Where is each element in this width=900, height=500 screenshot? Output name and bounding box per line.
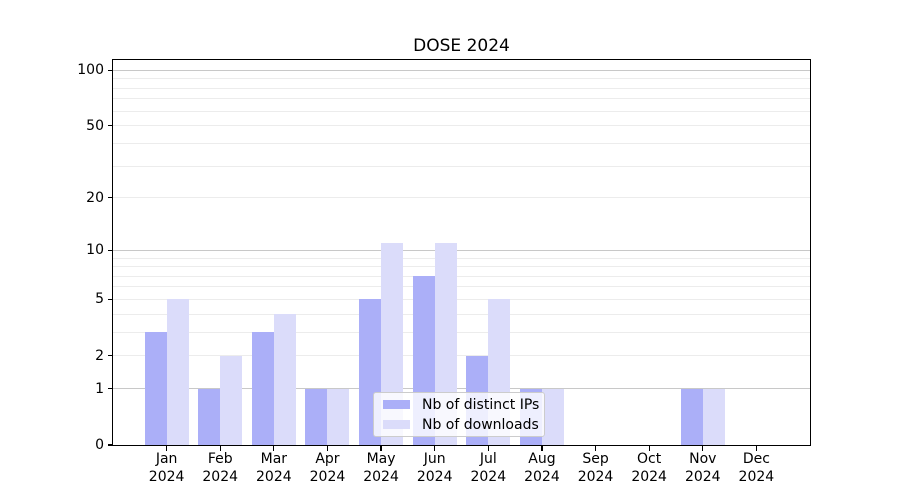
x-tick-mark-apr [326, 446, 329, 451]
legend-item-distinct-ips: Nb of distinct IPs [383, 397, 539, 413]
x-tick-mark-sep [594, 446, 597, 451]
bar-downloads-mar [273, 314, 296, 445]
chart-title: DOSE 2024 [413, 36, 510, 56]
gridline-minor-8 [113, 266, 810, 268]
bar-downloads-jan [166, 299, 189, 445]
gridline-minor-20 [113, 197, 810, 199]
gridline-minor-2 [113, 355, 810, 357]
y-tick-label-100: 100 [77, 62, 104, 79]
x-tick-label-may: May 2024 [363, 451, 399, 485]
y-tick-mark-1 [107, 388, 113, 390]
x-tick-label-jul: Jul 2024 [470, 451, 507, 485]
gridline-minor-9 [113, 257, 810, 259]
legend: Nb of distinct IPs Nb of downloads [373, 392, 545, 437]
gridline-major-10 [113, 249, 810, 251]
legend-label-distinct-ips: Nb of distinct IPs [422, 396, 540, 413]
y-tick-mark-0 [107, 444, 113, 446]
gridline-minor-90 [113, 78, 810, 80]
bar-downloads-nov [702, 388, 725, 445]
x-tick-mark-mar [273, 446, 275, 451]
legend-item-downloads: Nb of downloads [383, 417, 539, 433]
y-tick-mark-20 [107, 197, 113, 199]
gridline-minor-70 [113, 98, 810, 100]
y-tick-mark-10 [107, 249, 113, 251]
gridline-minor-60 [113, 110, 810, 112]
bar-downloads-aug [541, 388, 564, 445]
y-tick-label-2: 2 [95, 347, 104, 364]
x-tick-mark-aug [541, 446, 543, 451]
y-tick-mark-2 [107, 355, 113, 357]
y-tick-label-1: 1 [95, 380, 104, 397]
y-tick-mark-100 [107, 69, 113, 71]
legend-swatch-downloads [383, 420, 410, 429]
bar-distinct-ips-jan [144, 332, 167, 445]
gridline-major-100 [113, 69, 810, 71]
x-tick-mark-jun [434, 446, 436, 451]
x-tick-mark-feb [219, 446, 221, 451]
x-tick-label-sep: Sep 2024 [577, 451, 614, 485]
gridline-minor-40 [113, 142, 810, 144]
bar-distinct-ips-apr [305, 388, 328, 445]
gridline-minor-5 [113, 298, 810, 300]
x-tick-label-feb: Feb 2024 [202, 451, 239, 485]
y-tick-mark-50 [107, 125, 113, 127]
bar-distinct-ips-feb [198, 388, 221, 445]
gridline-minor-50 [113, 125, 810, 127]
x-tick-label-aug: Aug 2024 [524, 451, 560, 485]
y-tick-label-5: 5 [95, 291, 104, 308]
y-tick-label-0: 0 [95, 437, 104, 453]
x-tick-label-jan: Jan 2024 [148, 451, 185, 485]
gridline-minor-80 [113, 87, 810, 89]
x-tick-mark-dec [755, 446, 757, 451]
x-tick-mark-jul [487, 446, 489, 451]
x-tick-label-oct: Oct 2024 [631, 451, 667, 485]
x-tick-mark-jan [166, 446, 168, 451]
x-tick-mark-may [380, 446, 382, 451]
bar-downloads-apr [327, 388, 350, 445]
x-tick-mark-nov [702, 446, 704, 451]
x-tick-mark-oct [648, 446, 650, 451]
y-tick-label-10: 10 [86, 242, 104, 259]
y-tick-label-50: 50 [86, 117, 104, 134]
gridline-minor-3 [113, 331, 810, 333]
bar-downloads-feb [220, 355, 243, 445]
gridline-minor-7 [113, 275, 810, 277]
gridline-minor-6 [113, 286, 810, 288]
y-tick-mark-5 [107, 298, 113, 301]
x-tick-label-jun: Jun 2024 [416, 451, 453, 485]
legend-label-downloads: Nb of downloads [422, 416, 539, 433]
bar-distinct-ips-nov [680, 388, 703, 445]
gridline-major-1 [113, 388, 810, 390]
gridline-minor-4 [113, 313, 810, 315]
y-tick-label-20: 20 [86, 189, 104, 206]
legend-swatch-distinct-ips [383, 400, 410, 409]
x-tick-label-nov: Nov 2024 [684, 451, 721, 485]
x-tick-label-apr: Apr 2024 [309, 451, 346, 485]
gridline-minor-30 [113, 165, 810, 167]
x-tick-label-mar: Mar 2024 [256, 451, 292, 485]
bar-distinct-ips-mar [251, 332, 274, 445]
x-tick-label-dec: Dec 2024 [738, 451, 775, 485]
